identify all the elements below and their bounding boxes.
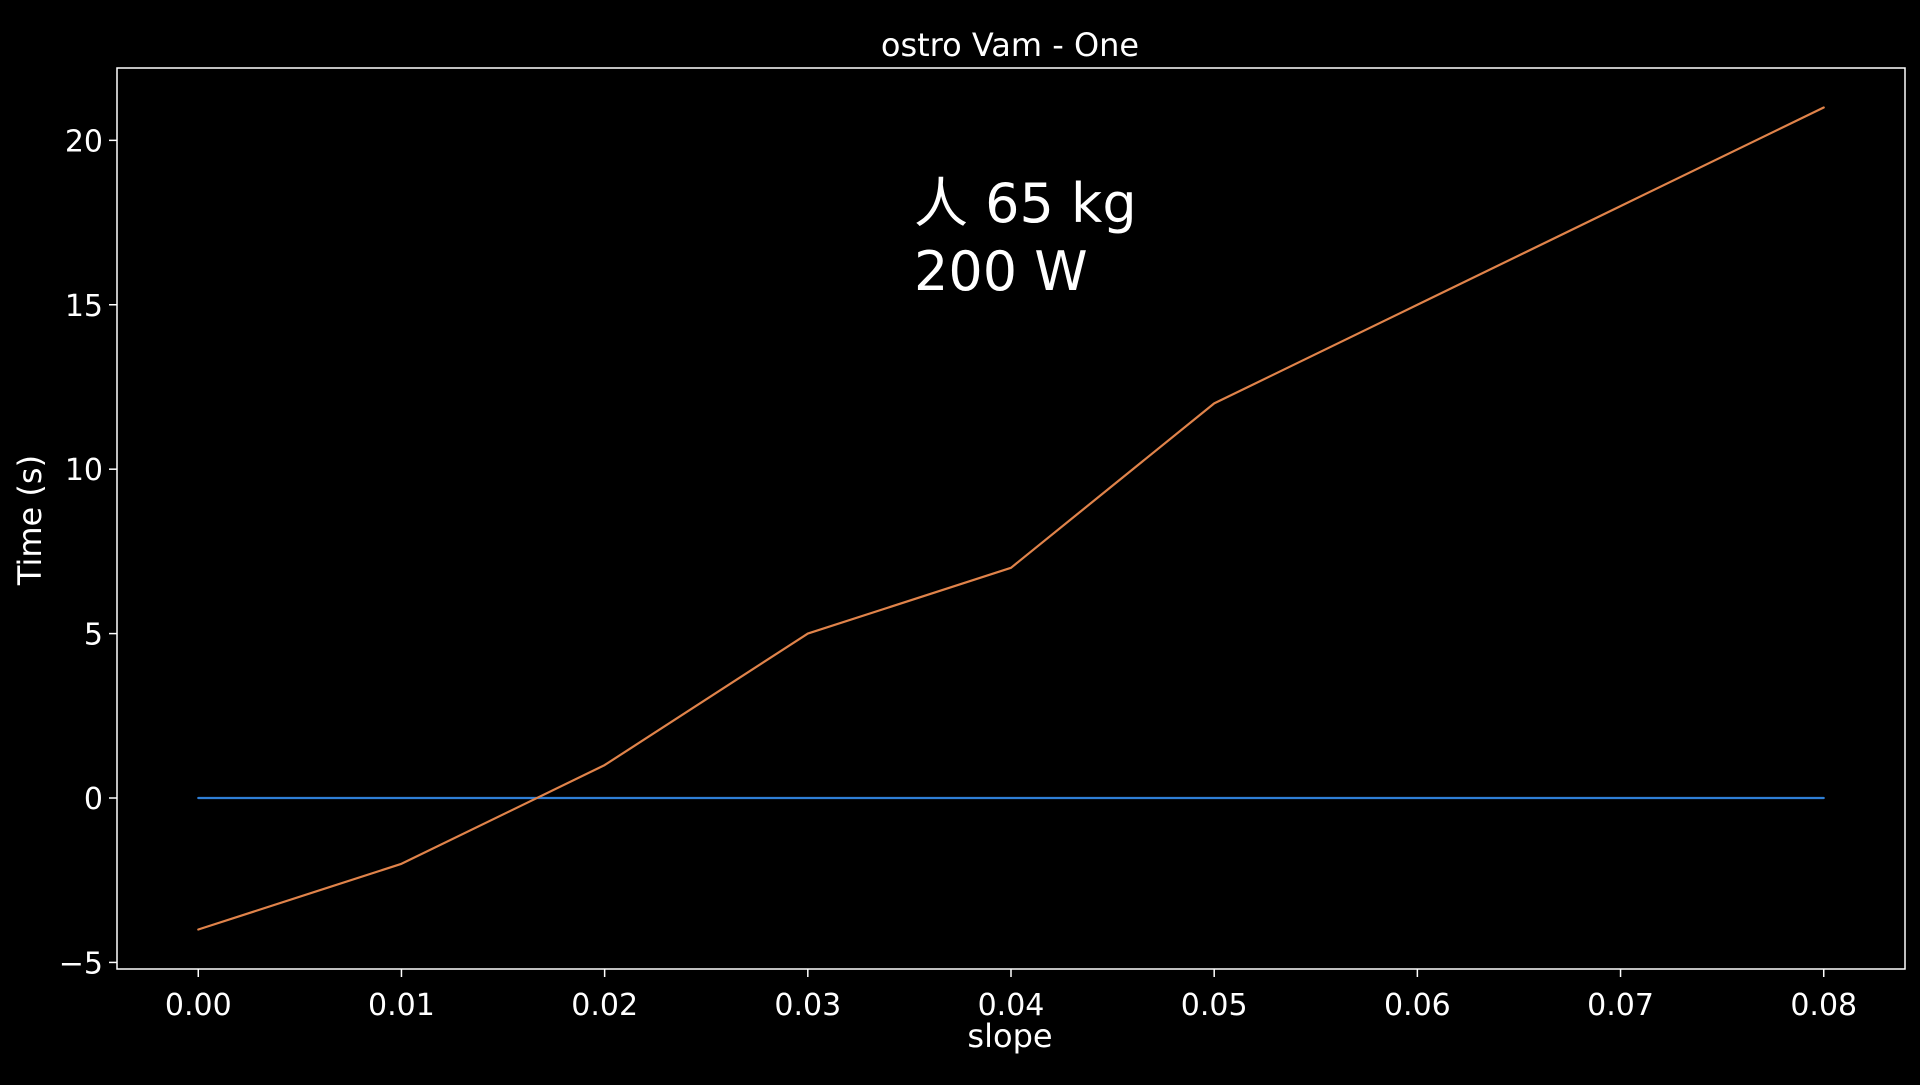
annotation-line-2: 200 W (914, 240, 1088, 303)
x-tick-label: 0.05 (1181, 988, 1248, 1023)
x-axis-ticks: 0.00 0.01 0.02 0.03 0.04 0.05 0.06 0.07 0.08 (165, 969, 1857, 1023)
y-tick-label: 0 (84, 782, 103, 817)
x-tick-label: 0.06 (1384, 988, 1451, 1023)
x-tick-label: 0.04 (978, 988, 1045, 1023)
x-tick-label: 0.02 (571, 988, 638, 1023)
y-tick-label: 5 (84, 618, 103, 653)
x-tick-label: 0.01 (368, 988, 435, 1023)
y-axis-label: Time (s) (11, 455, 49, 586)
annotation-line-1: 人 65 kg (914, 172, 1137, 235)
series-group (197, 106, 1825, 931)
x-tick-label: 0.07 (1587, 988, 1654, 1023)
y-tick-label: −5 (59, 946, 103, 981)
y-axis-ticks: −5 0 5 10 15 20 (59, 124, 117, 981)
y-tick-label: 20 (65, 124, 103, 159)
y-tick-label: 15 (65, 289, 103, 324)
x-tick-label: 0.08 (1790, 988, 1857, 1023)
series-line-2 (197, 106, 1825, 931)
x-tick-label: 0.00 (165, 988, 232, 1023)
y-tick-label: 10 (65, 453, 103, 488)
chart-title: ostro Vam - One (881, 26, 1139, 64)
x-tick-label: 0.03 (774, 988, 841, 1023)
x-axis-label: slope (967, 1017, 1052, 1055)
